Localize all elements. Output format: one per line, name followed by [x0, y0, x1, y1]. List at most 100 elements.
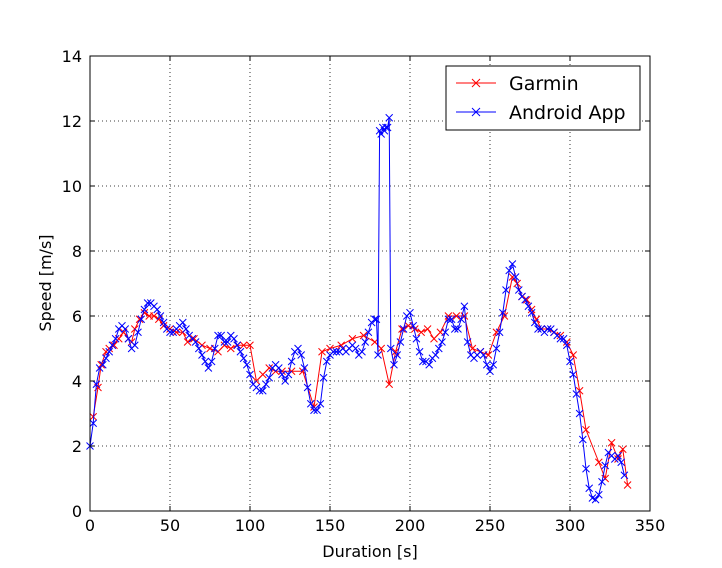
data-point-marker [281, 377, 290, 385]
data-point-marker [385, 113, 394, 122]
data-point-marker [92, 380, 101, 389]
data-point-marker [182, 325, 190, 333]
data-point-marker [617, 458, 626, 467]
data-point-marker [322, 357, 331, 366]
data-point-marker [582, 425, 590, 434]
data-point-marker [274, 364, 283, 372]
data-point-marker [166, 328, 174, 337]
legend: Garmin Android App [445, 65, 641, 131]
data-point-marker [297, 351, 306, 359]
legend-box [445, 65, 641, 131]
y-tick-label: 0 [72, 502, 82, 521]
data-point-marker [140, 305, 149, 314]
data-point-marker [198, 351, 206, 359]
x-tick-label: 350 [635, 516, 666, 535]
data-point-marker [514, 286, 523, 294]
data-point-marker [284, 370, 293, 379]
data-point-marker [124, 334, 133, 343]
data-point-marker [460, 302, 469, 311]
data-point-marker [521, 295, 530, 304]
x-axis-label: Duration [s] [322, 542, 417, 561]
data-point-marker [204, 364, 213, 372]
x-tick-label: 100 [235, 516, 266, 535]
data-point-marker [358, 347, 366, 356]
data-point-marker [98, 360, 107, 369]
data-point-marker [495, 328, 504, 337]
data-point-marker [377, 344, 386, 353]
data-point-marker [89, 419, 98, 428]
data-point-marker [201, 357, 210, 366]
data-point-marker [386, 344, 395, 353]
data-point-marker [137, 315, 146, 324]
data-point-marker [121, 325, 130, 333]
data-point-marker [508, 260, 517, 268]
data-point-marker [607, 438, 616, 447]
data-point-marker [246, 341, 254, 350]
data-point-marker [390, 360, 398, 369]
data-point-marker [492, 344, 501, 353]
data-point-marker [313, 406, 322, 415]
y-tick-label: 14 [62, 47, 82, 66]
legend-label-android: Android App [509, 102, 626, 124]
data-point-marker [220, 338, 229, 346]
data-point-marker [396, 338, 405, 346]
data-point-marker [183, 338, 192, 346]
data-point-marker [236, 347, 245, 356]
data-point-marker [594, 458, 603, 467]
data-point-marker [598, 477, 606, 486]
data-point-marker [441, 328, 450, 337]
data-point-marker [191, 338, 200, 346]
data-point-marker [108, 341, 117, 350]
data-point-marker [457, 315, 466, 324]
grid [90, 56, 650, 511]
data-point-marker [452, 312, 461, 320]
data-point-marker [556, 334, 565, 343]
data-point-marker [412, 334, 421, 343]
legend-marker-garmin [471, 78, 481, 88]
data-point-marker [102, 354, 110, 363]
data-point-marker [482, 360, 491, 369]
data-point-marker [447, 315, 456, 324]
data-point-marker [262, 380, 270, 389]
data-point-marker [217, 331, 226, 340]
data-point-marker [287, 357, 296, 366]
data-point-marker [319, 373, 328, 382]
data-point-marker [258, 386, 267, 395]
data-point-marker [524, 302, 533, 311]
data-point-marker [210, 344, 219, 353]
data-point-marker [620, 471, 629, 480]
data-point-marker [239, 354, 248, 363]
data-point-marker [361, 338, 370, 346]
data-point-marker [246, 370, 254, 379]
legend-marker-android [471, 107, 481, 117]
data-point-marker [105, 347, 114, 356]
data-point-marker [255, 386, 264, 395]
data-point-marker [430, 334, 438, 343]
data-point-marker [278, 370, 286, 379]
data-point-marker [415, 347, 424, 356]
series-line [92, 275, 629, 486]
data-point-marker [566, 357, 574, 366]
data-point-marker [111, 334, 120, 343]
y-tick-label: 12 [62, 112, 82, 131]
data-point-marker [423, 325, 432, 333]
data-point-marker [294, 344, 302, 353]
data-point-marker [230, 334, 238, 343]
data-point-marker [385, 380, 394, 389]
axis-ticks: 0 50 100 150 200 250 300 350 0 2 4 6 8 10 12 14 [62, 47, 666, 535]
data-point-marker [364, 328, 373, 337]
data-point-marker [618, 445, 627, 454]
data-point-marker [572, 390, 581, 398]
data-point-marker [150, 312, 158, 320]
data-point-marker [543, 325, 552, 333]
data-point-marker [143, 299, 152, 307]
data-point-marker [359, 331, 368, 340]
data-point-marker [438, 338, 446, 346]
y-tick-label: 6 [72, 307, 82, 326]
data-point-marker [569, 370, 578, 379]
data-point-marker [207, 357, 216, 366]
data-point-marker [417, 328, 426, 337]
data-point-marker [614, 451, 622, 460]
data-point-marker [318, 347, 326, 356]
